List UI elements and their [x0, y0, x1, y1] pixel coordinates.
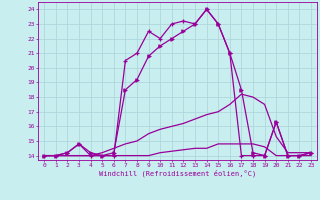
X-axis label: Windchill (Refroidissement éolien,°C): Windchill (Refroidissement éolien,°C)	[99, 170, 256, 177]
